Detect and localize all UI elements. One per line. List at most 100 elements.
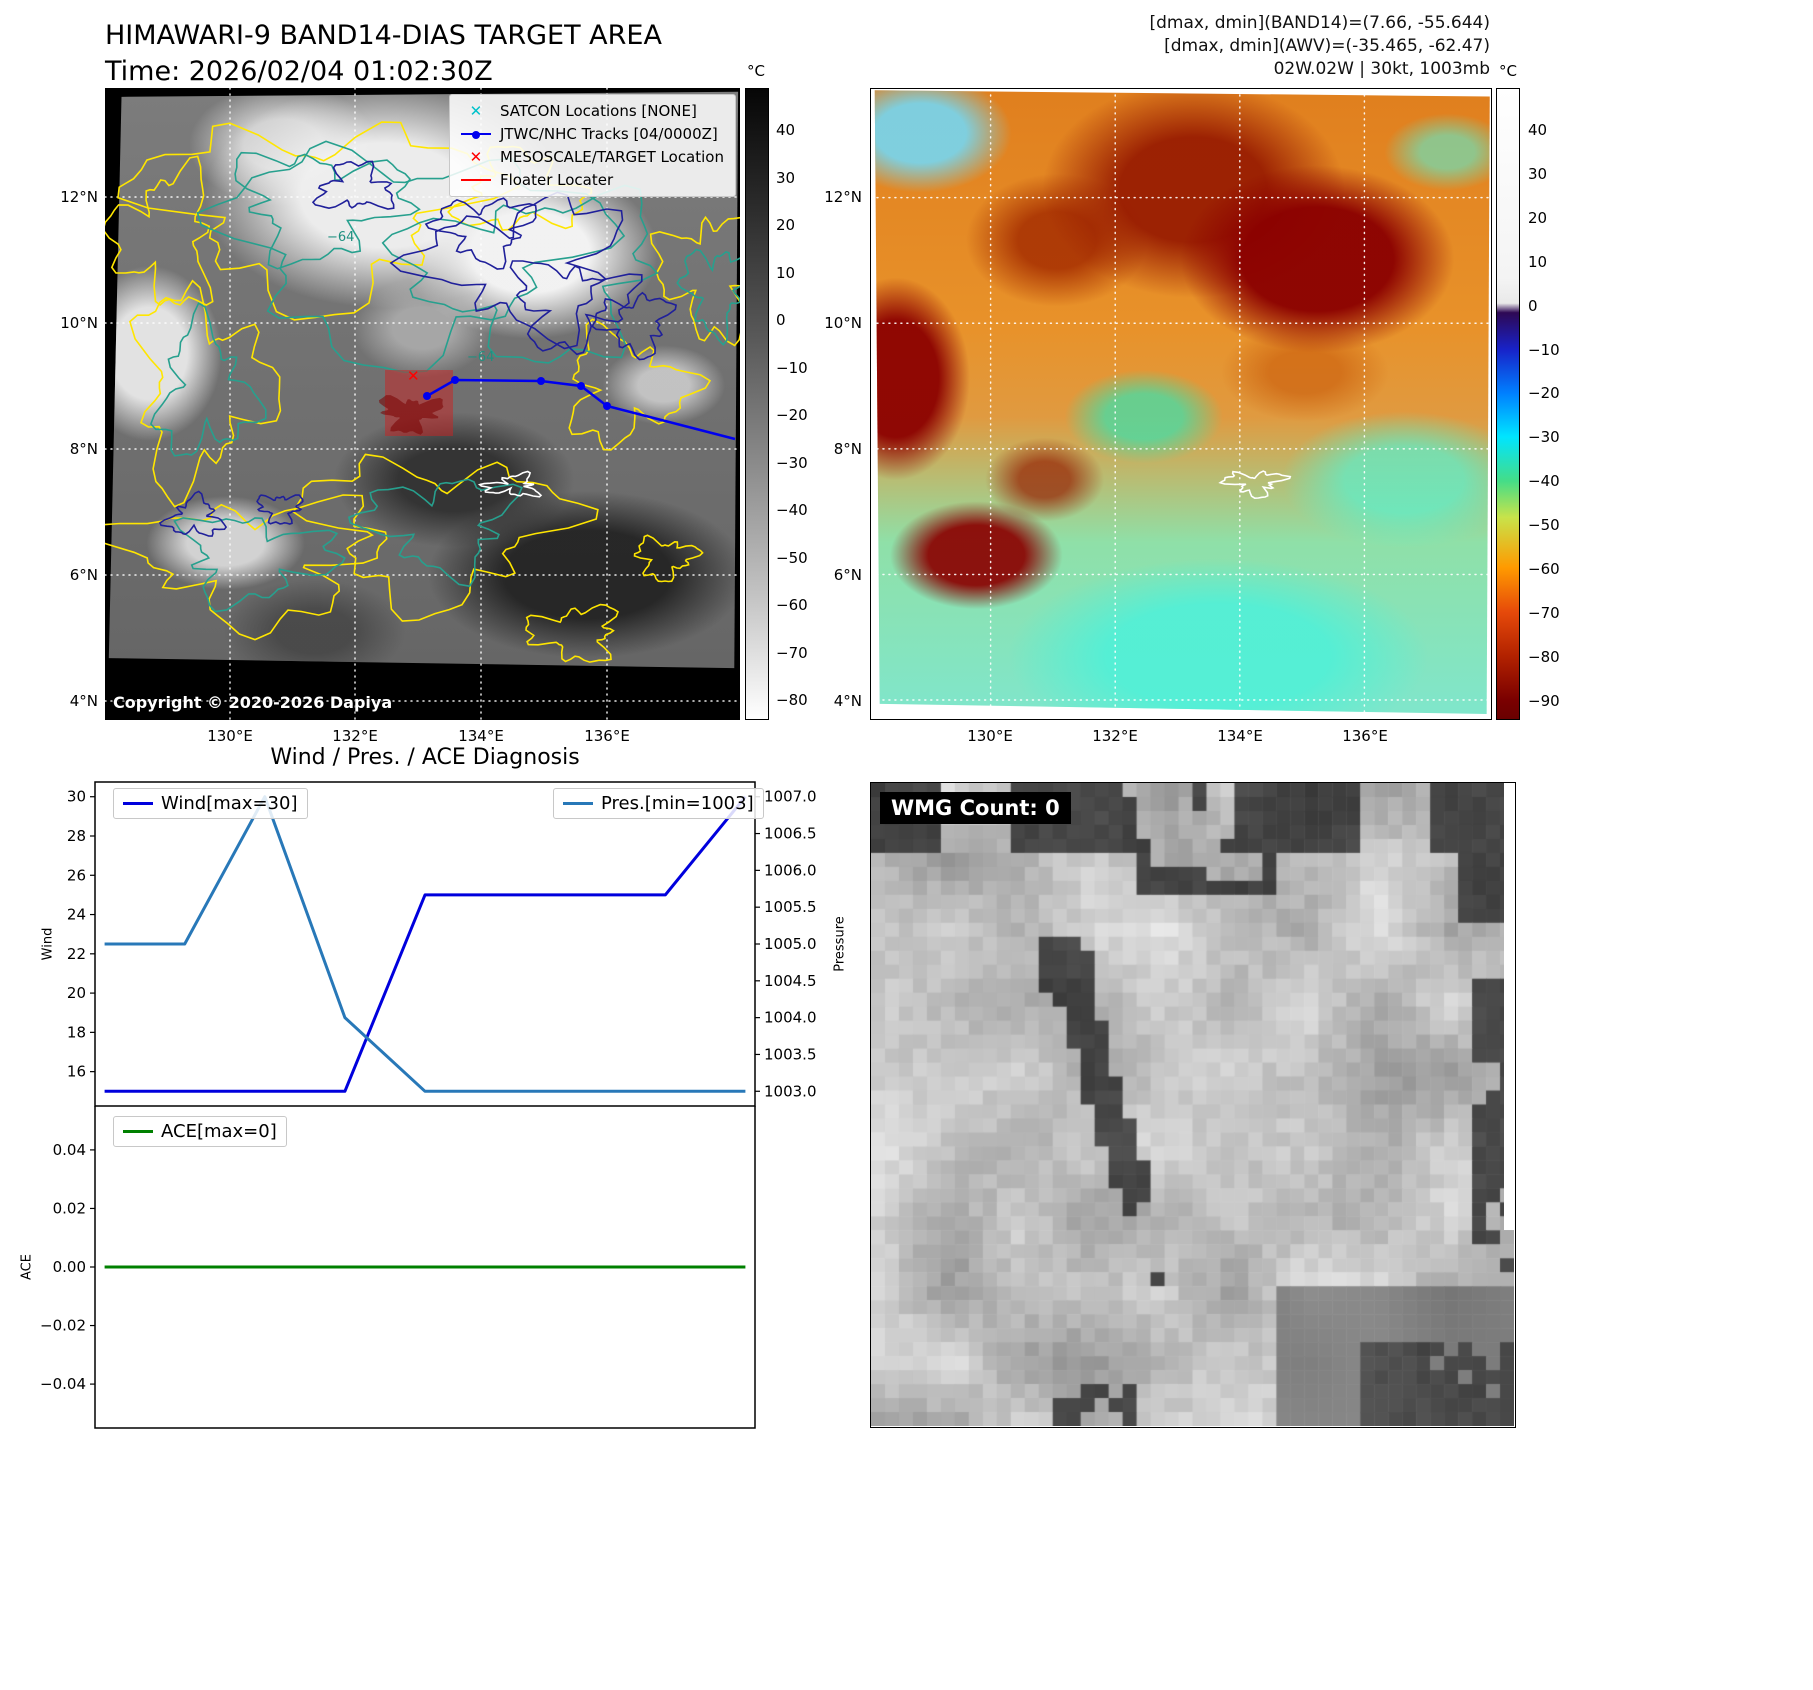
track-point <box>451 376 459 384</box>
tick-label: 1005.5 <box>764 898 817 916</box>
contour-line <box>477 470 543 498</box>
legend-item-floater: Floater Locater <box>460 171 724 189</box>
copyright-watermark: Copyright © 2020-2026 Dapiya <box>113 693 393 712</box>
contour-line <box>311 160 395 210</box>
satcon-x-icon: ✕ <box>469 102 483 120</box>
tick-label: 0.02 <box>53 1199 86 1217</box>
wind-legend: Wind[max=30] <box>113 788 308 819</box>
tick-label: 28 <box>67 827 86 845</box>
contour-line <box>292 453 599 622</box>
tick-label: −30 <box>1528 428 1560 447</box>
tick-label: 1004.0 <box>764 1009 817 1027</box>
tick-label: 10°N <box>60 314 98 332</box>
legend-item-track: JTWC/NHC Tracks [04/0000Z] <box>460 125 724 143</box>
tick-label: 16 <box>67 1063 86 1081</box>
jtwc-track-line <box>426 378 736 441</box>
awv-satellite-map <box>870 88 1492 720</box>
tick-label: −10 <box>776 358 808 377</box>
contour-value-label: −64 <box>467 350 495 365</box>
tick-label: 1007.0 <box>764 788 817 806</box>
contour-line <box>525 603 619 663</box>
tick-label: −0.02 <box>40 1317 86 1335</box>
tick-label: 20 <box>67 984 86 1002</box>
pressure-line-icon <box>563 801 593 806</box>
tick-label: 24 <box>67 906 86 924</box>
tick-label: 10 <box>1528 252 1548 271</box>
legend-item-satcon: ✕ SATCON Locations [NONE] <box>461 102 724 120</box>
tick-label: 8°N <box>833 440 862 458</box>
legend-label: MESOSCALE/TARGET Location <box>499 148 724 166</box>
contour-line <box>568 318 712 451</box>
contour-line <box>591 291 678 361</box>
tick-label: 26 <box>67 866 86 884</box>
tick-label: −50 <box>776 548 808 567</box>
tick-label: 30 <box>67 788 86 806</box>
wmg-count-badge: WMG Count: 0 <box>880 792 1071 824</box>
tick-label: −60 <box>1528 560 1560 578</box>
awv-overlay <box>871 89 1491 719</box>
tick-label: 6°N <box>69 566 98 584</box>
tick-label: 22 <box>67 945 86 963</box>
series-line <box>104 795 746 1093</box>
tick-label: −20 <box>1528 384 1560 403</box>
contour-line <box>173 517 346 613</box>
contour-line <box>633 534 704 583</box>
tick-label: 0.04 <box>53 1141 86 1159</box>
wind-legend-label: Wind[max=30] <box>161 793 298 814</box>
tick-label: −90 <box>1528 691 1560 710</box>
legend-item-mesoscale: ✕ MESOSCALE/TARGET Location <box>461 148 724 166</box>
plot-area <box>94 781 756 1107</box>
tick-label: −40 <box>776 501 808 519</box>
contour-line <box>347 478 523 588</box>
band14-title-block: HIMAWARI-9 BAND14-DIAS TARGET AREA Time:… <box>105 18 662 89</box>
awv-colorbar-unit: °C <box>1499 62 1517 80</box>
tick-label: 40 <box>776 121 796 139</box>
tick-label: 20 <box>776 216 796 234</box>
tick-label: 8°N <box>69 440 98 458</box>
wmg-grayscale-panel: WMG Count: 0 <box>870 782 1516 1428</box>
tick-label: 1006.0 <box>764 861 817 879</box>
contour-line <box>509 260 643 356</box>
tick-label: 1004.5 <box>764 972 817 990</box>
mesoscale-x-marker: ✕ <box>407 367 420 385</box>
tick-label: 132°E <box>1092 727 1138 745</box>
tick-label: −70 <box>1528 603 1560 622</box>
tick-label: 0.00 <box>53 1258 86 1276</box>
ace-line-icon <box>123 1129 153 1134</box>
contour-line <box>256 494 304 525</box>
tick-label: 1003.5 <box>764 1045 817 1063</box>
tick-label: 136°E <box>1342 727 1388 745</box>
map-legend: ✕ SATCON Locations [NONE] JTWC/NHC Track… <box>448 94 736 197</box>
contour-line <box>105 155 214 307</box>
band14-colorbar <box>745 88 769 720</box>
tick-label: 134°E <box>1217 727 1263 745</box>
pressure-axis-label: Pressure <box>832 916 848 972</box>
tick-label: 1006.5 <box>764 825 817 843</box>
contour-line <box>234 151 421 270</box>
track-point <box>537 377 545 385</box>
tick-label: −80 <box>776 691 808 709</box>
awv-header-block: [dmax, dmin](BAND14)=(7.66, -55.644) [dm… <box>1149 12 1490 80</box>
tick-label: −80 <box>1528 647 1560 666</box>
tick-label: 30 <box>776 168 796 187</box>
tick-label: −30 <box>776 453 808 472</box>
contour-line <box>676 248 740 346</box>
tick-label: 40 <box>1528 121 1548 139</box>
mesoscale-x-icon: ✕ <box>469 148 483 166</box>
tick-label: 18 <box>67 1023 86 1041</box>
tick-label: 30 <box>1528 164 1548 183</box>
legend-label: JTWC/NHC Tracks [04/0000Z] <box>499 125 718 143</box>
tick-label: −10 <box>1528 340 1560 359</box>
tick-label: 132°E <box>332 727 378 745</box>
tick-label: −60 <box>776 596 808 614</box>
wind-axis-label: Wind <box>40 927 56 961</box>
contour-line <box>158 490 228 537</box>
tick-label: −70 <box>776 643 808 662</box>
contour-line <box>424 197 537 270</box>
series-line <box>104 795 747 1093</box>
tick-label: −0.04 <box>40 1375 86 1393</box>
panel-margin-strip <box>1504 783 1515 1230</box>
ace-axis-label: ACE <box>19 1254 35 1280</box>
track-point <box>577 382 585 390</box>
